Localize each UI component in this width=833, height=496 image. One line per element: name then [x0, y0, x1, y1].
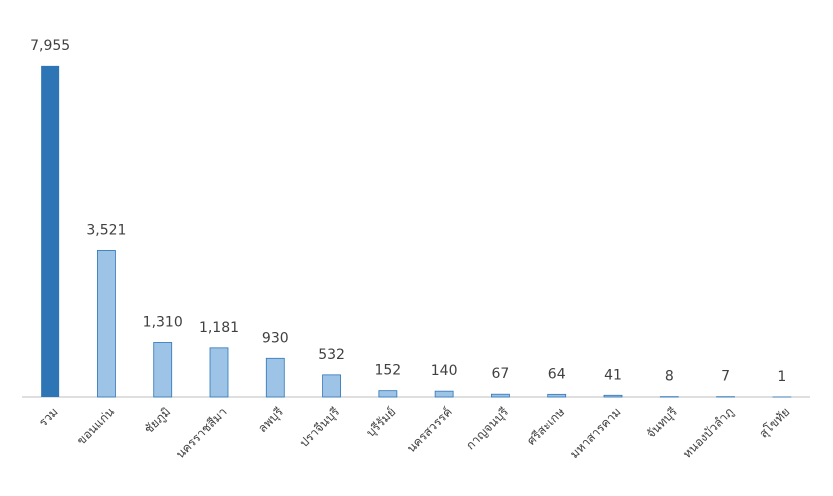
x-tick-label: ศรีสะเกษ	[524, 405, 567, 448]
x-tick-label: หนองบัวลำภู	[680, 405, 737, 462]
x-tick-label: ลพบุรี	[255, 404, 287, 436]
value-label: 1,310	[143, 314, 183, 330]
value-label: 930	[262, 330, 289, 346]
x-tick-label: จันทบุรี	[644, 404, 681, 441]
value-label: 41	[604, 367, 622, 383]
x-tick-label: รวม	[36, 405, 61, 430]
value-label: 1	[777, 369, 786, 385]
value-label: 8	[665, 369, 674, 385]
bar	[434, 390, 454, 398]
value-label: 64	[548, 366, 566, 382]
x-tick-label: สุโขทัย	[756, 405, 793, 442]
x-tick-label: บุรีรัมย์	[363, 405, 399, 441]
value-label: 1,181	[199, 320, 239, 336]
bar	[322, 374, 341, 398]
bar	[603, 394, 623, 398]
x-tick-label: กาญจนบุรี	[463, 404, 512, 453]
value-label: 7,955	[30, 38, 70, 54]
bar	[97, 250, 116, 398]
x-tick-label: นครราชสีมา	[173, 405, 230, 462]
value-label: 67	[492, 366, 510, 382]
x-tick-label: ชัยภูมิ	[141, 405, 174, 438]
x-tick-label: ปราจีนบุรี	[297, 404, 343, 450]
x-tick-label: นครสวรรค์	[404, 405, 455, 456]
bar	[209, 347, 229, 398]
value-label: 140	[431, 363, 458, 379]
value-label: 3,521	[86, 222, 126, 238]
value-label: 532	[318, 347, 345, 363]
value-label: 152	[374, 363, 401, 379]
bar	[265, 357, 285, 398]
x-tick-label: ขอนแก่น	[74, 405, 117, 448]
bar	[547, 393, 567, 398]
value-label: 7	[721, 369, 730, 385]
bar	[378, 390, 398, 398]
bar	[153, 342, 173, 398]
bar	[491, 393, 510, 398]
x-tick-label: มหาสารคาม	[567, 405, 623, 461]
bar	[41, 65, 60, 398]
